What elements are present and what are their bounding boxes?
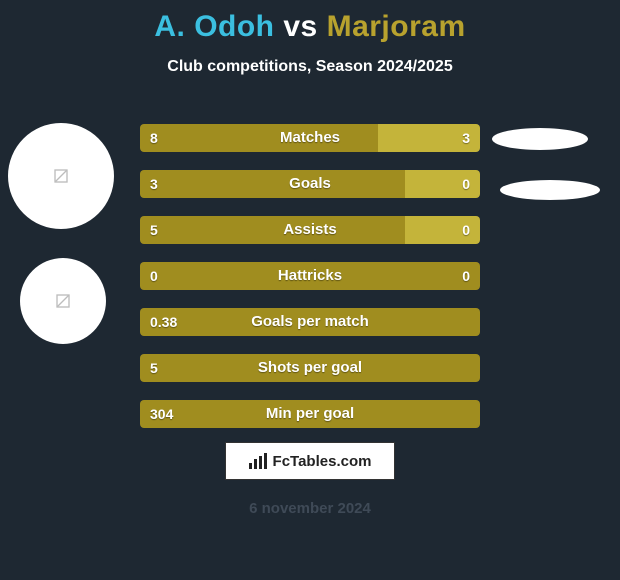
player2-name: Marjoram: [327, 10, 466, 43]
comparison-infographic: A. Odoh vs Marjoram Club competitions, S…: [0, 0, 620, 580]
stat-label: Shots per goal: [140, 354, 480, 382]
player1-name: A. Odoh: [154, 10, 274, 43]
stat-bar-row: 30Goals: [140, 170, 480, 198]
decorative-blob: [500, 180, 600, 200]
watermark-text: FcTables.com: [273, 453, 372, 470]
stat-bar-row: 5Shots per goal: [140, 354, 480, 382]
player1-avatar: [8, 123, 114, 229]
stat-label: Goals per match: [140, 308, 480, 336]
watermark: FcTables.com: [225, 442, 395, 480]
stat-label: Min per goal: [140, 400, 480, 428]
page-title: A. Odoh vs Marjoram: [0, 0, 620, 44]
comparison-bars: 83Matches 30Goals 50Assists 00Hattricks 0.38…: [140, 124, 480, 446]
title-separator: vs: [283, 10, 317, 43]
stat-label: Assists: [140, 216, 480, 244]
stat-label: Hattricks: [140, 262, 480, 290]
stat-label: Goals: [140, 170, 480, 198]
placeholder-icon: [53, 168, 69, 184]
placeholder-icon: [55, 293, 71, 309]
date-label: 6 november 2024: [0, 500, 620, 517]
stat-bar-row: 0.38Goals per match: [140, 308, 480, 336]
stat-bar-row: 304Min per goal: [140, 400, 480, 428]
stat-bar-row: 83Matches: [140, 124, 480, 152]
subtitle: Club competitions, Season 2024/2025: [0, 58, 620, 76]
player2-avatar: [20, 258, 106, 344]
stat-bar-row: 50Assists: [140, 216, 480, 244]
chart-icon: [249, 453, 269, 469]
stat-label: Matches: [140, 124, 480, 152]
decorative-blob: [492, 128, 588, 150]
stat-bar-row: 00Hattricks: [140, 262, 480, 290]
